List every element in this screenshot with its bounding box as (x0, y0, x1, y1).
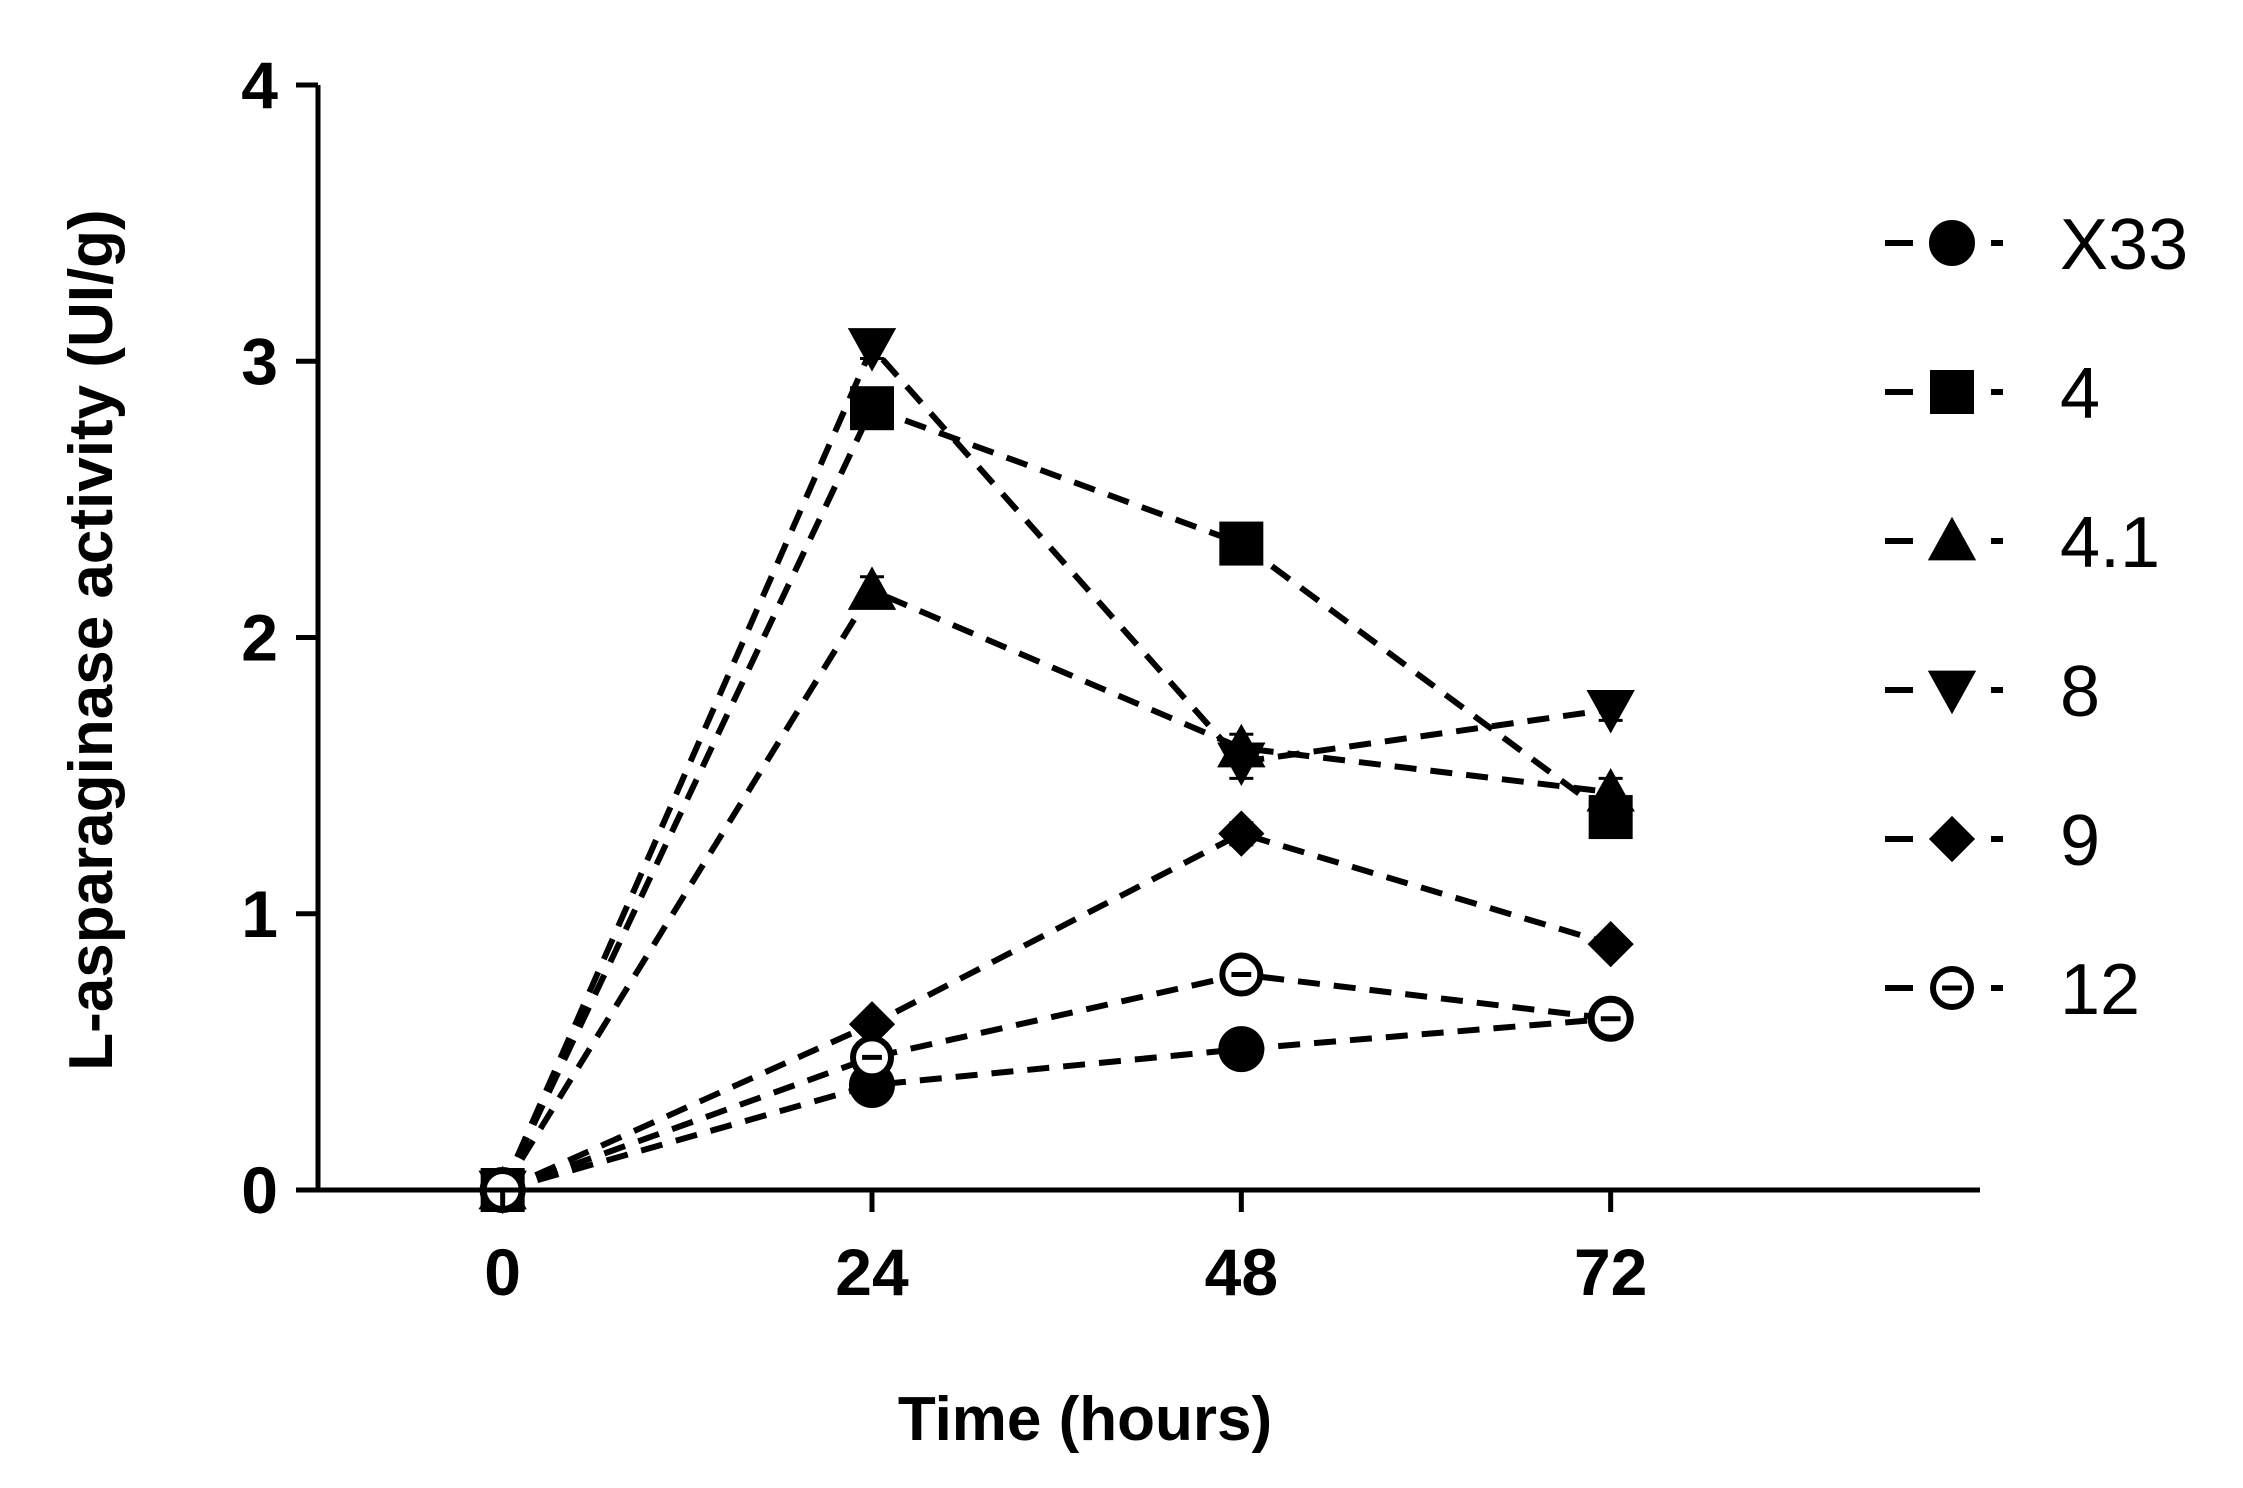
legend-label: 4.1 (2060, 503, 2160, 583)
legend: X33 4 4.1 8 9 12 (1885, 205, 2188, 1030)
y-tick-label: 1 (241, 877, 278, 951)
series-4 (480, 386, 1633, 1212)
legend-label: 8 (2060, 652, 2100, 732)
legend-label: 4 (2060, 354, 2100, 434)
legend-marker (1927, 670, 1977, 715)
series-line (499, 341, 1612, 1192)
data-point (1218, 810, 1265, 857)
series-8 (478, 328, 1635, 1215)
series-line (501, 971, 1612, 1193)
axes (315, 85, 1980, 1193)
series-4.1 (478, 566, 1635, 1210)
data-point (1587, 921, 1634, 968)
legend-item-4.1: 4.1 (1885, 503, 2160, 583)
y-tick-label: 2 (241, 601, 278, 675)
series-12 (480, 952, 1633, 1212)
legend-marker (1927, 516, 1977, 561)
series-line (501, 830, 1612, 1193)
series-9 (479, 810, 1634, 1214)
y-tick-label: 0 (241, 1153, 278, 1227)
legend-item-8: 8 (1885, 652, 2100, 732)
legend-label: X33 (2060, 205, 2188, 285)
data-point (847, 566, 897, 610)
legend-marker (1928, 815, 1976, 863)
x-axis-title: Time (hours) (898, 1385, 1272, 1454)
series-layer (478, 328, 1635, 1215)
series-line (500, 586, 1612, 1192)
data-point (1586, 768, 1635, 812)
y-axis-title: L-asparaginase activity (UI/g) (57, 209, 126, 1070)
y-tick-label: 4 (241, 48, 278, 122)
series-line (499, 404, 1613, 1192)
data-point (1218, 1026, 1265, 1073)
legend-marker (1929, 220, 1975, 266)
series-X33 (479, 995, 1634, 1213)
data-point (850, 386, 894, 431)
ticks: 0 1 2 3 4 0 24 48 72 (241, 48, 1647, 1309)
data-point (1586, 689, 1635, 734)
x-tick-label: 48 (1205, 1235, 1278, 1309)
x-tick-label: 0 (484, 1235, 521, 1309)
legend-item-4: 4 (1885, 354, 2100, 434)
x-tick-label: 24 (835, 1235, 909, 1309)
legend-item-12: 12 (1885, 950, 2140, 1030)
y-tick-label: 3 (241, 324, 278, 398)
data-point (1219, 521, 1264, 566)
legend-label: 9 (2060, 801, 2100, 881)
x-tick-label: 72 (1574, 1235, 1647, 1309)
data-point (848, 1001, 896, 1048)
legend-label: 12 (2060, 950, 2140, 1030)
legend-marker (1930, 370, 1974, 414)
legend-item-9: 9 (1885, 801, 2100, 881)
data-point (1217, 742, 1266, 787)
legend-item-X33: X33 (1885, 205, 2188, 285)
series-line (501, 1015, 1611, 1193)
data-point (847, 328, 897, 372)
